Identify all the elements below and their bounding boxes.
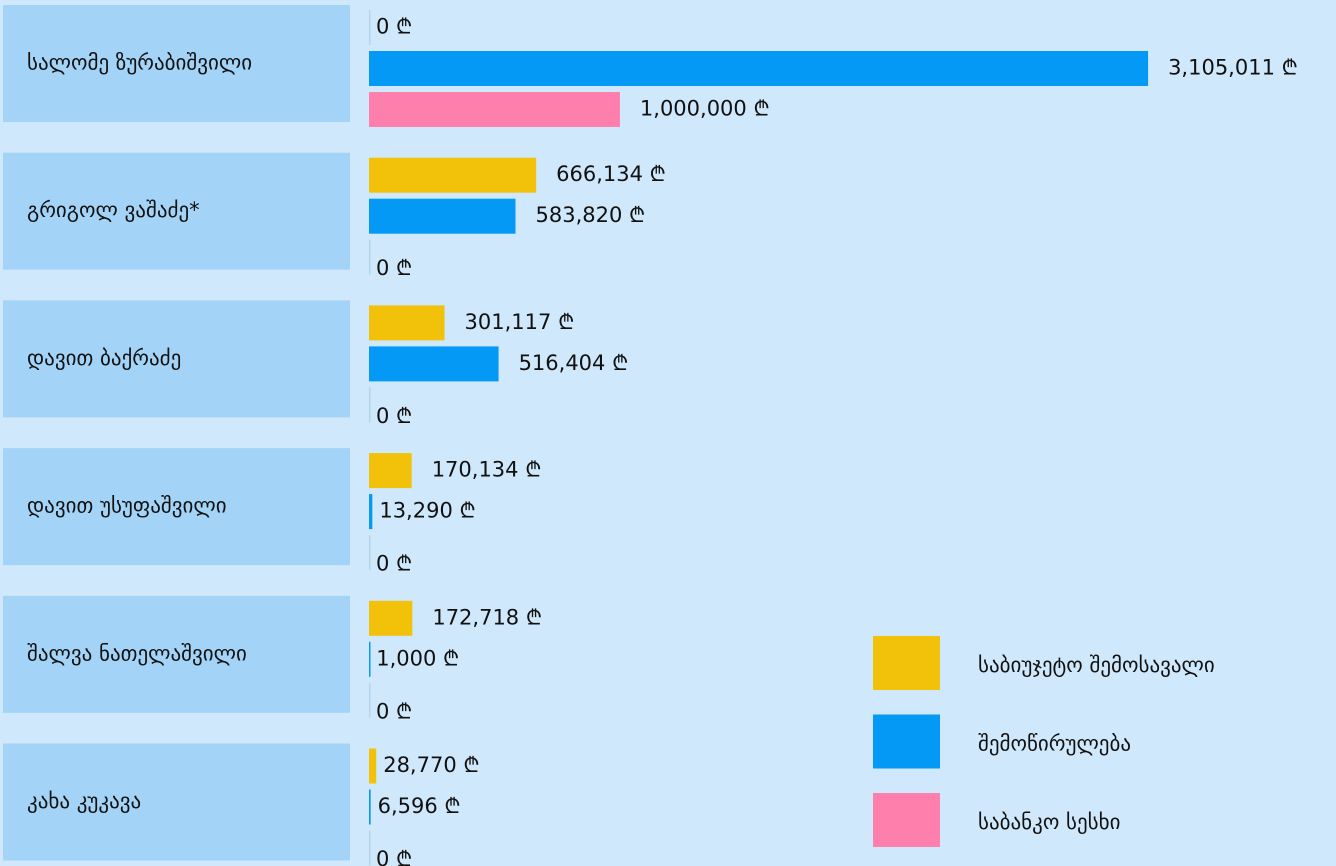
- bar: [369, 600, 413, 636]
- value-label: 0 ₾: [376, 552, 412, 576]
- category-box: [3, 152, 350, 270]
- bar: [369, 494, 373, 530]
- value-label: 3,105,011 ₾: [1168, 56, 1298, 80]
- value-label: 6,596 ₾: [378, 794, 461, 818]
- bar: [369, 10, 371, 45]
- value-label: 170,134 ₾: [432, 458, 542, 482]
- value-label: 666,134 ₾: [556, 162, 666, 186]
- bar: [369, 51, 1149, 86]
- legend-swatch: [873, 714, 940, 769]
- value-label: 583,820 ₾: [535, 203, 645, 227]
- bar: [369, 641, 371, 677]
- bar: [369, 92, 620, 127]
- value-label: 0 ₾: [376, 256, 412, 280]
- category-box: [3, 5, 350, 122]
- value-label: 0 ₾: [376, 404, 412, 428]
- value-label: 0 ₾: [376, 699, 412, 723]
- category-label: შალვა ნათელაშვილი: [27, 641, 247, 665]
- bar: [369, 239, 371, 275]
- legend-label: საბანკო სესხი: [978, 810, 1121, 834]
- bar: [369, 387, 371, 423]
- value-label: 1,000 ₾: [376, 646, 459, 670]
- value-label: 516,404 ₾: [519, 351, 629, 375]
- bar: [369, 682, 371, 718]
- legend-label: შემოწირულება: [978, 732, 1131, 756]
- value-label: 13,290 ₾: [379, 499, 475, 523]
- bar: [369, 789, 371, 825]
- legend-swatch: [873, 793, 940, 847]
- category-box: [3, 448, 350, 566]
- bar: [369, 346, 499, 382]
- value-label: 0 ₾: [376, 15, 412, 39]
- category-box: [3, 300, 350, 418]
- value-label: 1,000,000 ₾: [640, 97, 770, 121]
- category-label: დავით ბაქრაძე: [27, 346, 181, 370]
- value-label: 28,770 ₾: [383, 753, 479, 777]
- category-label: დავით უსუფაშვილი: [27, 494, 227, 518]
- value-label: 301,117 ₾: [465, 310, 575, 334]
- bar: [369, 157, 537, 193]
- category-box: [3, 743, 350, 861]
- legend-swatch: [873, 636, 940, 690]
- category-box: [3, 595, 350, 713]
- legend-label: საბიუჯეტო შემოსავალი: [978, 653, 1215, 677]
- category-label: კახა კუკავა: [27, 789, 141, 813]
- bar: [369, 305, 445, 341]
- bar: [369, 748, 377, 784]
- value-label: 172,718 ₾: [432, 605, 542, 629]
- value-label: 0 ₾: [376, 847, 412, 866]
- bar: [369, 453, 412, 489]
- category-label: სალომე ზურაბიშვილი: [27, 51, 252, 75]
- category-label: გრიგოლ ვაშაძე*: [27, 198, 200, 222]
- bar: [369, 535, 371, 571]
- bar: [369, 830, 371, 866]
- bar: [369, 198, 516, 234]
